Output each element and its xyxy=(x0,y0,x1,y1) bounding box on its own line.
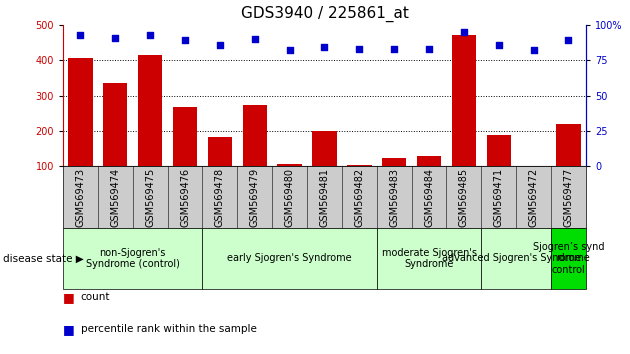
Bar xyxy=(417,156,441,202)
Text: percentile rank within the sample: percentile rank within the sample xyxy=(81,324,256,334)
Point xyxy=(424,46,434,52)
Text: GSM569484: GSM569484 xyxy=(424,168,434,227)
Text: GSM569480: GSM569480 xyxy=(285,168,295,227)
Text: disease state ▶: disease state ▶ xyxy=(3,253,84,263)
Text: GSM569473: GSM569473 xyxy=(76,168,86,227)
Bar xyxy=(312,131,336,202)
Point xyxy=(459,29,469,35)
Bar xyxy=(243,105,267,202)
Bar xyxy=(556,124,581,202)
Text: GSM569474: GSM569474 xyxy=(110,168,120,227)
Text: GSM569476: GSM569476 xyxy=(180,168,190,227)
Bar xyxy=(103,83,127,202)
Text: ■: ■ xyxy=(63,323,75,336)
Point xyxy=(389,46,399,52)
Bar xyxy=(452,35,476,202)
Point xyxy=(354,46,364,52)
Bar xyxy=(382,158,406,202)
Point xyxy=(215,42,225,47)
Bar xyxy=(138,55,163,202)
Text: GSM569477: GSM569477 xyxy=(563,168,573,227)
Point xyxy=(285,47,295,53)
Point xyxy=(319,45,329,50)
Text: advanced Sjogren's Syndrome: advanced Sjogren's Syndrome xyxy=(442,253,590,263)
Text: GSM569471: GSM569471 xyxy=(494,168,504,227)
Point xyxy=(76,32,86,38)
Bar xyxy=(68,58,93,202)
Text: GSM569475: GSM569475 xyxy=(145,168,155,227)
Text: count: count xyxy=(81,292,110,302)
Text: GSM569472: GSM569472 xyxy=(529,168,539,227)
Point xyxy=(494,42,504,47)
Bar xyxy=(522,200,546,202)
Text: Sjogren’s synd
rome
control: Sjogren’s synd rome control xyxy=(533,242,604,275)
Bar xyxy=(347,165,372,202)
Bar xyxy=(277,164,302,202)
Text: non-Sjogren's
Syndrome (control): non-Sjogren's Syndrome (control) xyxy=(86,247,180,269)
Text: GSM569479: GSM569479 xyxy=(249,168,260,227)
Text: GSM569482: GSM569482 xyxy=(354,168,364,227)
Bar xyxy=(208,137,232,202)
Point xyxy=(145,32,155,38)
Text: ■: ■ xyxy=(63,291,75,304)
Point xyxy=(110,35,120,40)
Point xyxy=(180,38,190,43)
Text: GSM569481: GSM569481 xyxy=(319,168,329,227)
Point xyxy=(529,47,539,53)
Point xyxy=(249,36,260,42)
Title: GDS3940 / 225861_at: GDS3940 / 225861_at xyxy=(241,6,408,22)
Bar xyxy=(486,135,511,202)
Text: GSM569483: GSM569483 xyxy=(389,168,399,227)
Point xyxy=(563,38,573,43)
Text: GSM569485: GSM569485 xyxy=(459,168,469,227)
Text: moderate Sjogren's
Syndrome: moderate Sjogren's Syndrome xyxy=(382,247,476,269)
Text: GSM569478: GSM569478 xyxy=(215,168,225,227)
Text: early Sjogren's Syndrome: early Sjogren's Syndrome xyxy=(227,253,352,263)
Bar xyxy=(173,107,197,202)
